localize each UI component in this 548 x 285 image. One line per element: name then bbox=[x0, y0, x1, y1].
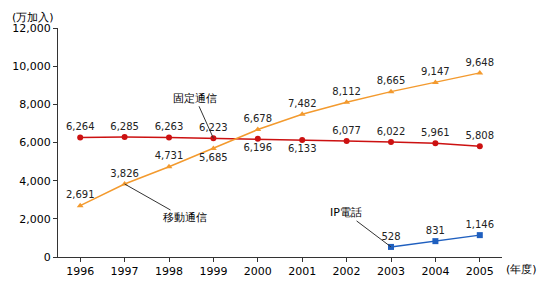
svg-text:2,691: 2,691 bbox=[66, 189, 95, 200]
svg-text:(万加入): (万加入) bbox=[12, 11, 54, 24]
svg-text:528: 528 bbox=[381, 231, 400, 242]
svg-text:9,147: 9,147 bbox=[421, 66, 450, 77]
svg-text:1999: 1999 bbox=[199, 265, 227, 278]
svg-text:12,000: 12,000 bbox=[12, 22, 51, 35]
svg-text:2005: 2005 bbox=[466, 265, 494, 278]
svg-text:6,264: 6,264 bbox=[66, 121, 95, 132]
svg-text:1996: 1996 bbox=[66, 265, 94, 278]
svg-text:10,000: 10,000 bbox=[12, 60, 51, 73]
svg-text:2,000: 2,000 bbox=[19, 213, 51, 226]
svg-text:2001: 2001 bbox=[288, 265, 316, 278]
svg-text:1,146: 1,146 bbox=[465, 219, 494, 230]
svg-text:8,665: 8,665 bbox=[377, 75, 406, 86]
svg-text:6,285: 6,285 bbox=[110, 121, 139, 132]
svg-text:9,648: 9,648 bbox=[465, 57, 494, 68]
svg-text:6,077: 6,077 bbox=[332, 125, 361, 136]
svg-text:6,678: 6,678 bbox=[243, 113, 272, 124]
svg-text:6,223: 6,223 bbox=[199, 122, 228, 133]
svg-text:8,112: 8,112 bbox=[332, 86, 361, 97]
svg-text:7,482: 7,482 bbox=[288, 98, 317, 109]
svg-text:8,000: 8,000 bbox=[19, 98, 51, 111]
svg-text:6,000: 6,000 bbox=[19, 136, 51, 149]
svg-text:IP電話: IP電話 bbox=[330, 206, 362, 219]
svg-text:5,808: 5,808 bbox=[465, 130, 494, 141]
svg-text:3,826: 3,826 bbox=[110, 168, 139, 179]
svg-text:1998: 1998 bbox=[155, 265, 183, 278]
svg-text:6,022: 6,022 bbox=[377, 126, 406, 137]
svg-text:6,133: 6,133 bbox=[288, 143, 317, 154]
svg-text:0: 0 bbox=[44, 251, 51, 264]
svg-text:移動通信: 移動通信 bbox=[163, 211, 207, 224]
svg-text:2003: 2003 bbox=[377, 265, 405, 278]
svg-text:固定通信: 固定通信 bbox=[173, 92, 217, 105]
svg-text:2004: 2004 bbox=[421, 265, 449, 278]
svg-text:5,961: 5,961 bbox=[421, 127, 450, 138]
svg-text:4,731: 4,731 bbox=[155, 150, 184, 161]
svg-text:6,263: 6,263 bbox=[155, 121, 184, 132]
svg-text:(年度): (年度) bbox=[506, 263, 537, 276]
svg-text:2000: 2000 bbox=[244, 265, 272, 278]
svg-text:1997: 1997 bbox=[111, 265, 139, 278]
svg-text:5,685: 5,685 bbox=[199, 152, 228, 163]
svg-text:2002: 2002 bbox=[333, 265, 361, 278]
svg-text:831: 831 bbox=[426, 225, 445, 236]
svg-text:6,196: 6,196 bbox=[243, 142, 272, 153]
svg-text:4,000: 4,000 bbox=[19, 175, 51, 188]
